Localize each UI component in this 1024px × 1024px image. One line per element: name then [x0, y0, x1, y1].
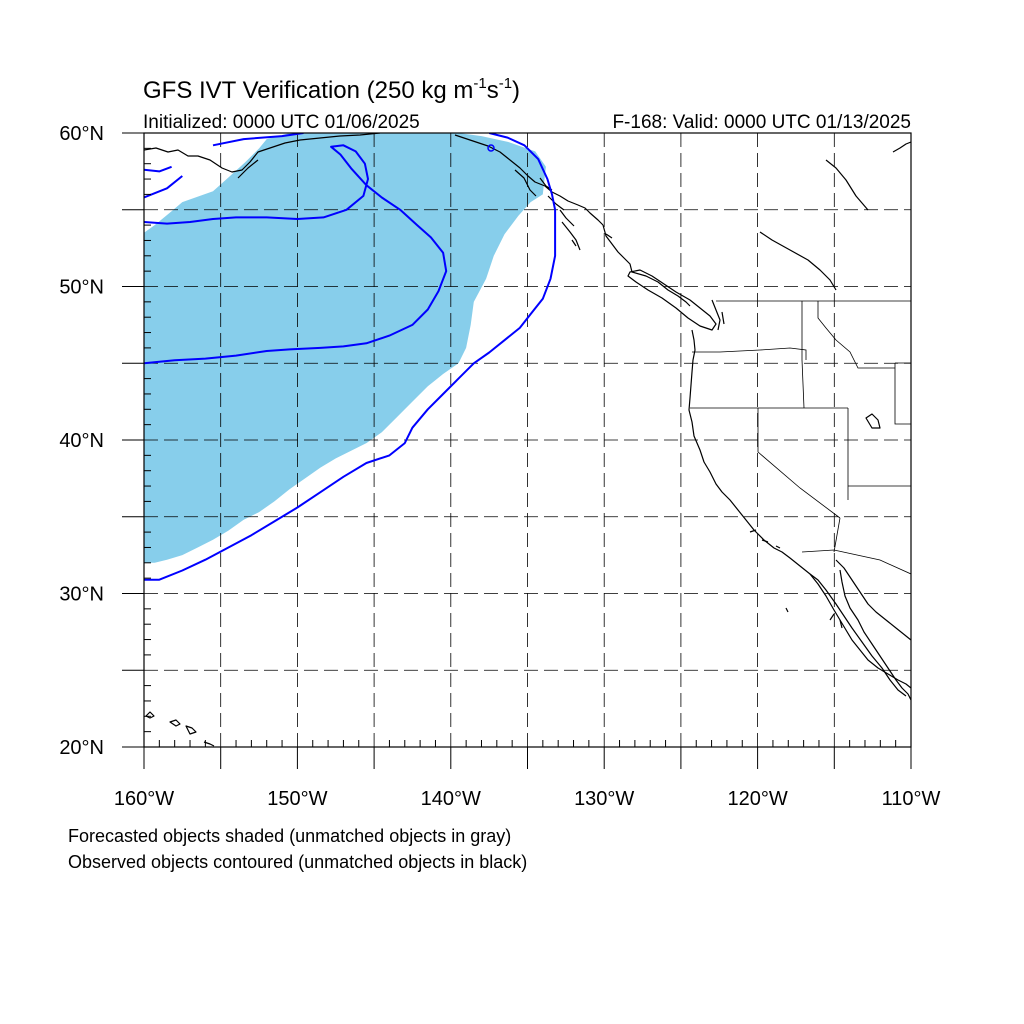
idaho-montana-border — [817, 301, 895, 369]
observed-contour-line — [144, 165, 172, 173]
lat-label: 20°N — [59, 737, 104, 759]
plot-area — [144, 133, 911, 747]
lon-label: 130°W — [574, 788, 634, 810]
lon-label: 120°W — [727, 788, 787, 810]
washington-oregon-border — [692, 347, 807, 360]
alaska-islands — [514, 169, 581, 251]
california-nevada-border — [757, 408, 841, 519]
lon-label: 140°W — [421, 788, 481, 810]
graticule — [144, 133, 911, 747]
observed-contour-line — [212, 133, 304, 147]
us-mexico-border — [801, 549, 911, 575]
observed-ivt-contours — [144, 133, 557, 581]
lat-label: 60°N — [59, 123, 104, 145]
vancouver-island — [627, 269, 717, 331]
forecast-legend-note: Forecasted objects shaded (unmatched obj… — [68, 826, 512, 846]
station-marker — [487, 144, 495, 152]
lon-label: 110°W — [882, 788, 941, 810]
canada-lake — [759, 231, 837, 291]
axis-ticks — [122, 132, 912, 769]
observed-legend-note: Observed objects contoured (unmatched ob… — [68, 852, 528, 872]
channel-islands — [749, 529, 789, 613]
arizona-border — [833, 485, 911, 553]
lat-label: 40°N — [59, 430, 104, 452]
lon-label: 160°W — [114, 788, 174, 810]
lat-label: 30°N — [59, 584, 104, 606]
lat-label: 50°N — [59, 277, 104, 299]
bc-coast — [602, 224, 691, 307]
hudson-bay-coast — [892, 141, 911, 153]
map-title: GFS IVT Verification (250 kg m-1s-1) — [143, 75, 520, 104]
coastlines — [144, 133, 911, 747]
lon-label: 150°W — [267, 788, 327, 810]
great-salt-lake — [865, 413, 881, 429]
baja-peninsula — [809, 573, 907, 697]
alaska-coast-west — [144, 133, 381, 179]
alaska-panhandle-coast — [454, 134, 604, 226]
canada-lake-2 — [825, 159, 869, 211]
observed-contour-line — [144, 133, 557, 581]
puget-sound — [711, 299, 725, 331]
forecast-ivt-object — [144, 133, 546, 563]
init-time-label: Initialized: 0000 UTC 01/06/2025 — [143, 112, 420, 133]
valid-time-label: F-168: Valid: 0000 UTC 01/13/2025 — [612, 112, 911, 133]
wyoming-border — [894, 362, 911, 425]
observed-contour-line — [144, 175, 183, 199]
political-borders — [690, 300, 911, 575]
idaho-border — [801, 301, 805, 409]
axis-labels: 60°N 50°N 40°N 30°N 20°N 160°W 150°W 140°W 130°W… — [59, 123, 940, 810]
us-west-coast — [688, 329, 911, 689]
observed-contour-line — [144, 144, 448, 365]
hawaii-islands — [145, 711, 215, 747]
gulf-of-california — [835, 559, 911, 641]
mexico-mainland-coast — [839, 569, 911, 701]
